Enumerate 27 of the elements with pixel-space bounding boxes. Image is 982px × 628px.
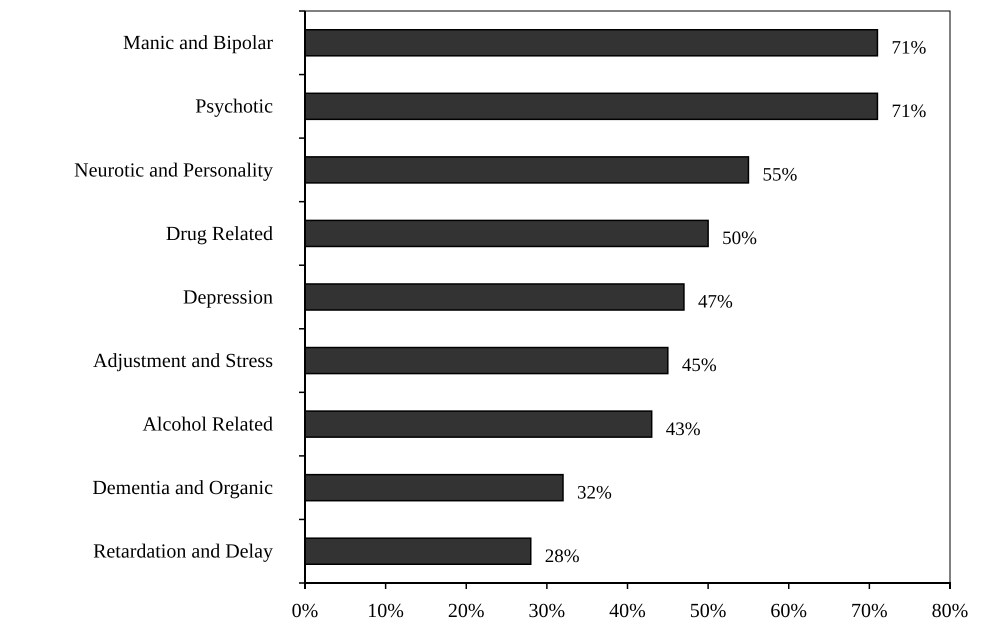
y-tick-label: Dementia and Organic [92,477,274,500]
y-tick-label: Adjustment and Stress [93,350,274,372]
x-tick-label: 40% [609,600,646,622]
x-tick-label: 0% [292,600,318,622]
x-tick-label: 10% [367,600,404,622]
data-label: 32% [577,482,612,504]
y-tick-label: Depression [183,286,273,308]
x-tick-label: 50% [690,600,726,622]
data-label: 47% [698,292,733,313]
x-tick-label: 60% [770,600,808,622]
data-label: 71% [891,100,926,122]
data-label: 71% [891,37,926,58]
x-tick-label: 20% [448,600,485,622]
x-tick-label: 30% [528,600,566,622]
y-tick-label: Psychotic [195,96,274,118]
y-tick-label: Neurotic and Personality [74,159,273,182]
x-tick-label: 80% [932,600,968,622]
data-label: 55% [762,164,798,186]
data-label: 45% [682,355,717,376]
y-tick-label: Drug Related [166,222,273,245]
data-label: 43% [666,418,701,440]
data-label: 50% [722,228,758,250]
data-label: 28% [544,546,580,567]
y-tick-label: Alcohol Related [142,414,273,436]
y-tick-label: Manic and Bipolar [123,32,274,54]
y-tick-label: Retardation and Delay [93,540,273,563]
x-tick-label: 70% [851,600,888,622]
